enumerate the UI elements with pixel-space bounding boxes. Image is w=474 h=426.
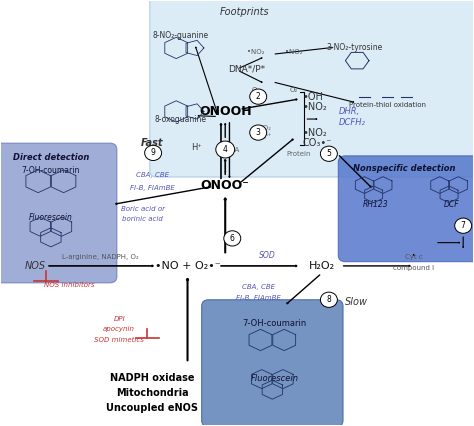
FancyBboxPatch shape <box>201 300 343 426</box>
Text: O₂: O₂ <box>252 87 260 93</box>
Text: 3: 3 <box>256 128 261 137</box>
Circle shape <box>224 231 241 246</box>
Text: H₂O₂: H₂O₂ <box>309 261 335 271</box>
Text: FI-B, FIAmBE: FI-B, FIAmBE <box>236 295 281 301</box>
FancyBboxPatch shape <box>150 0 474 177</box>
Text: CO₃•⁻: CO₃•⁻ <box>303 138 332 148</box>
Text: CO₂: CO₂ <box>259 125 272 131</box>
Text: borinic acid: borinic acid <box>122 216 163 222</box>
Text: Mⁿ⁺: Mⁿ⁺ <box>259 134 272 140</box>
FancyBboxPatch shape <box>338 156 474 262</box>
Text: DHR,: DHR, <box>338 107 360 116</box>
Text: O₂: O₂ <box>290 87 298 93</box>
Text: DCFH₂: DCFH₂ <box>338 118 365 127</box>
Circle shape <box>250 125 267 140</box>
Text: SOD mimetics: SOD mimetics <box>94 337 144 343</box>
Text: Fast: Fast <box>141 138 164 148</box>
Text: •OH: •OH <box>303 92 324 102</box>
Text: ONOO⁻: ONOO⁻ <box>201 179 250 192</box>
Text: •NO₂: •NO₂ <box>303 102 328 112</box>
Text: Nonspecific detection: Nonspecific detection <box>353 164 456 173</box>
Text: DCF: DCF <box>444 200 459 209</box>
Text: DNA*/P*: DNA*/P* <box>228 65 265 74</box>
Text: 5: 5 <box>327 149 331 158</box>
Text: Cyt c: Cyt c <box>405 254 423 260</box>
Text: 7-OH-coumarin: 7-OH-coumarin <box>243 319 307 328</box>
Circle shape <box>250 89 267 104</box>
Text: 8-NO₂-guanine: 8-NO₂-guanine <box>152 31 209 40</box>
Text: 7: 7 <box>461 221 465 230</box>
Text: ONOOH: ONOOH <box>199 105 252 118</box>
Text: 6: 6 <box>230 234 235 243</box>
Text: RH123: RH123 <box>363 200 389 209</box>
Circle shape <box>145 145 162 161</box>
Circle shape <box>216 141 235 158</box>
Text: 4: 4 <box>223 145 228 154</box>
Text: Protein: Protein <box>286 151 310 157</box>
Text: 9: 9 <box>151 148 155 157</box>
Text: •NO₂: •NO₂ <box>247 49 264 55</box>
Text: Mitochondria: Mitochondria <box>116 388 189 398</box>
Text: CBA, CBE: CBA, CBE <box>136 172 169 178</box>
Text: Protein-thiol oxidation: Protein-thiol oxidation <box>349 102 426 108</box>
FancyBboxPatch shape <box>0 143 117 283</box>
Text: Boric acid or: Boric acid or <box>121 206 165 212</box>
Text: Fluorescein: Fluorescein <box>29 213 73 222</box>
Text: Slow: Slow <box>346 297 368 307</box>
Text: H⁺: H⁺ <box>191 143 202 152</box>
Text: CBA, CBE: CBA, CBE <box>242 284 275 290</box>
Text: Fluorescein: Fluorescein <box>251 374 299 383</box>
Text: DPI: DPI <box>113 316 125 322</box>
Text: NOS inhibitors: NOS inhibitors <box>45 282 95 288</box>
Text: Uncoupled eNOS: Uncoupled eNOS <box>106 403 198 413</box>
Circle shape <box>320 292 337 308</box>
Text: 8: 8 <box>327 295 331 304</box>
Text: Footprints: Footprints <box>219 7 269 17</box>
Text: •NO₂: •NO₂ <box>303 128 328 138</box>
Text: DNA: DNA <box>225 147 240 153</box>
Text: FI-B, FIAmBE: FI-B, FIAmBE <box>130 184 174 190</box>
Text: 2: 2 <box>256 92 261 101</box>
Text: •NO + O₂•⁻: •NO + O₂•⁻ <box>155 261 220 271</box>
Text: apocynin: apocynin <box>103 326 135 332</box>
Circle shape <box>455 218 472 233</box>
Text: NOS: NOS <box>25 261 46 271</box>
Text: •NO₂: •NO₂ <box>285 49 302 55</box>
Text: Direct detection: Direct detection <box>13 153 89 162</box>
Text: 3-NO₂-tyrosine: 3-NO₂-tyrosine <box>327 43 383 52</box>
Text: NADPH oxidase: NADPH oxidase <box>110 373 194 383</box>
Text: 8-oxoguanine: 8-oxoguanine <box>155 115 207 124</box>
Text: L-arginine, NADPH, O₂: L-arginine, NADPH, O₂ <box>62 254 139 260</box>
Circle shape <box>320 146 337 161</box>
Text: SOD: SOD <box>259 251 276 260</box>
Text: compound I: compound I <box>393 265 434 271</box>
Text: 7-OH-coumarin: 7-OH-coumarin <box>22 166 80 175</box>
